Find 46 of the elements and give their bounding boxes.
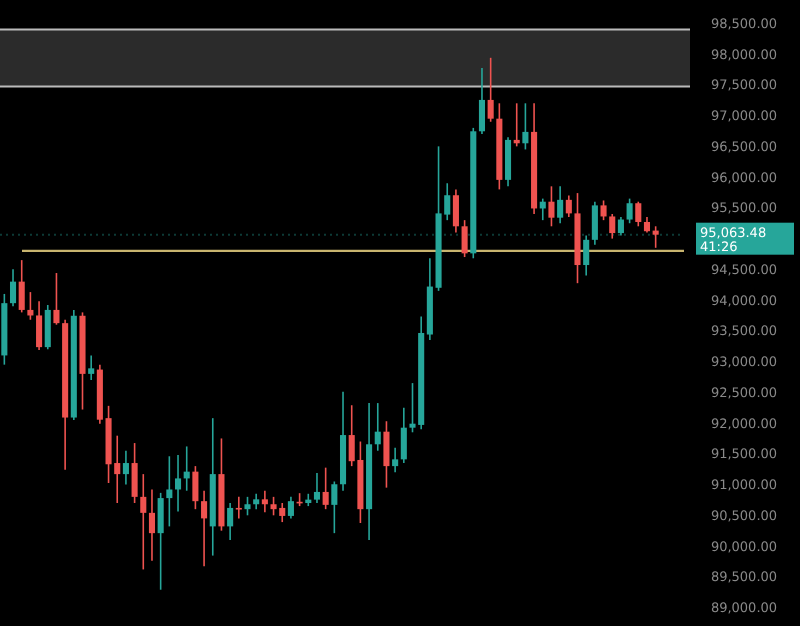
candlestick [287, 496, 294, 520]
candlestick [557, 185, 564, 225]
candlestick [478, 67, 486, 135]
candlestick [635, 200, 642, 228]
candlestick [400, 406, 407, 464]
candlestick [548, 185, 555, 228]
candlestick [322, 466, 329, 510]
candlestick [140, 473, 147, 571]
candlestick [452, 188, 459, 234]
candlestick [313, 472, 321, 504]
candlestick [583, 234, 590, 277]
candlestick [244, 496, 251, 517]
candlestick [565, 194, 572, 218]
candlestick [131, 442, 138, 504]
candlestick [392, 446, 399, 474]
candlestick [617, 216, 624, 237]
candlestick [600, 199, 607, 221]
candlestick [148, 488, 156, 562]
candlestick [279, 502, 286, 523]
candlestick [591, 200, 598, 246]
candlestick [18, 259, 25, 314]
candlestick [9, 268, 17, 308]
candlestick [261, 489, 268, 514]
candlestick [174, 454, 182, 513]
candlestick [461, 219, 468, 258]
candlestick [270, 496, 277, 517]
candlestick [626, 197, 633, 225]
candlestick [36, 300, 43, 351]
candlestick [652, 225, 659, 249]
candlestick [201, 489, 208, 568]
candlestick [122, 449, 129, 486]
candlestick [227, 502, 234, 541]
candlestick [157, 492, 164, 591]
candlestick [374, 402, 381, 452]
candlestick [53, 272, 60, 326]
candlestick [192, 465, 199, 510]
candlestick [166, 455, 173, 528]
candlestick [88, 354, 95, 381]
candlestick [487, 57, 494, 123]
candlestick [331, 480, 338, 534]
candlestick [383, 420, 390, 489]
candlestick [522, 102, 529, 151]
candlestick [504, 136, 512, 188]
candlestick [235, 496, 242, 520]
candlestick [44, 304, 51, 351]
candlestick [609, 213, 616, 240]
